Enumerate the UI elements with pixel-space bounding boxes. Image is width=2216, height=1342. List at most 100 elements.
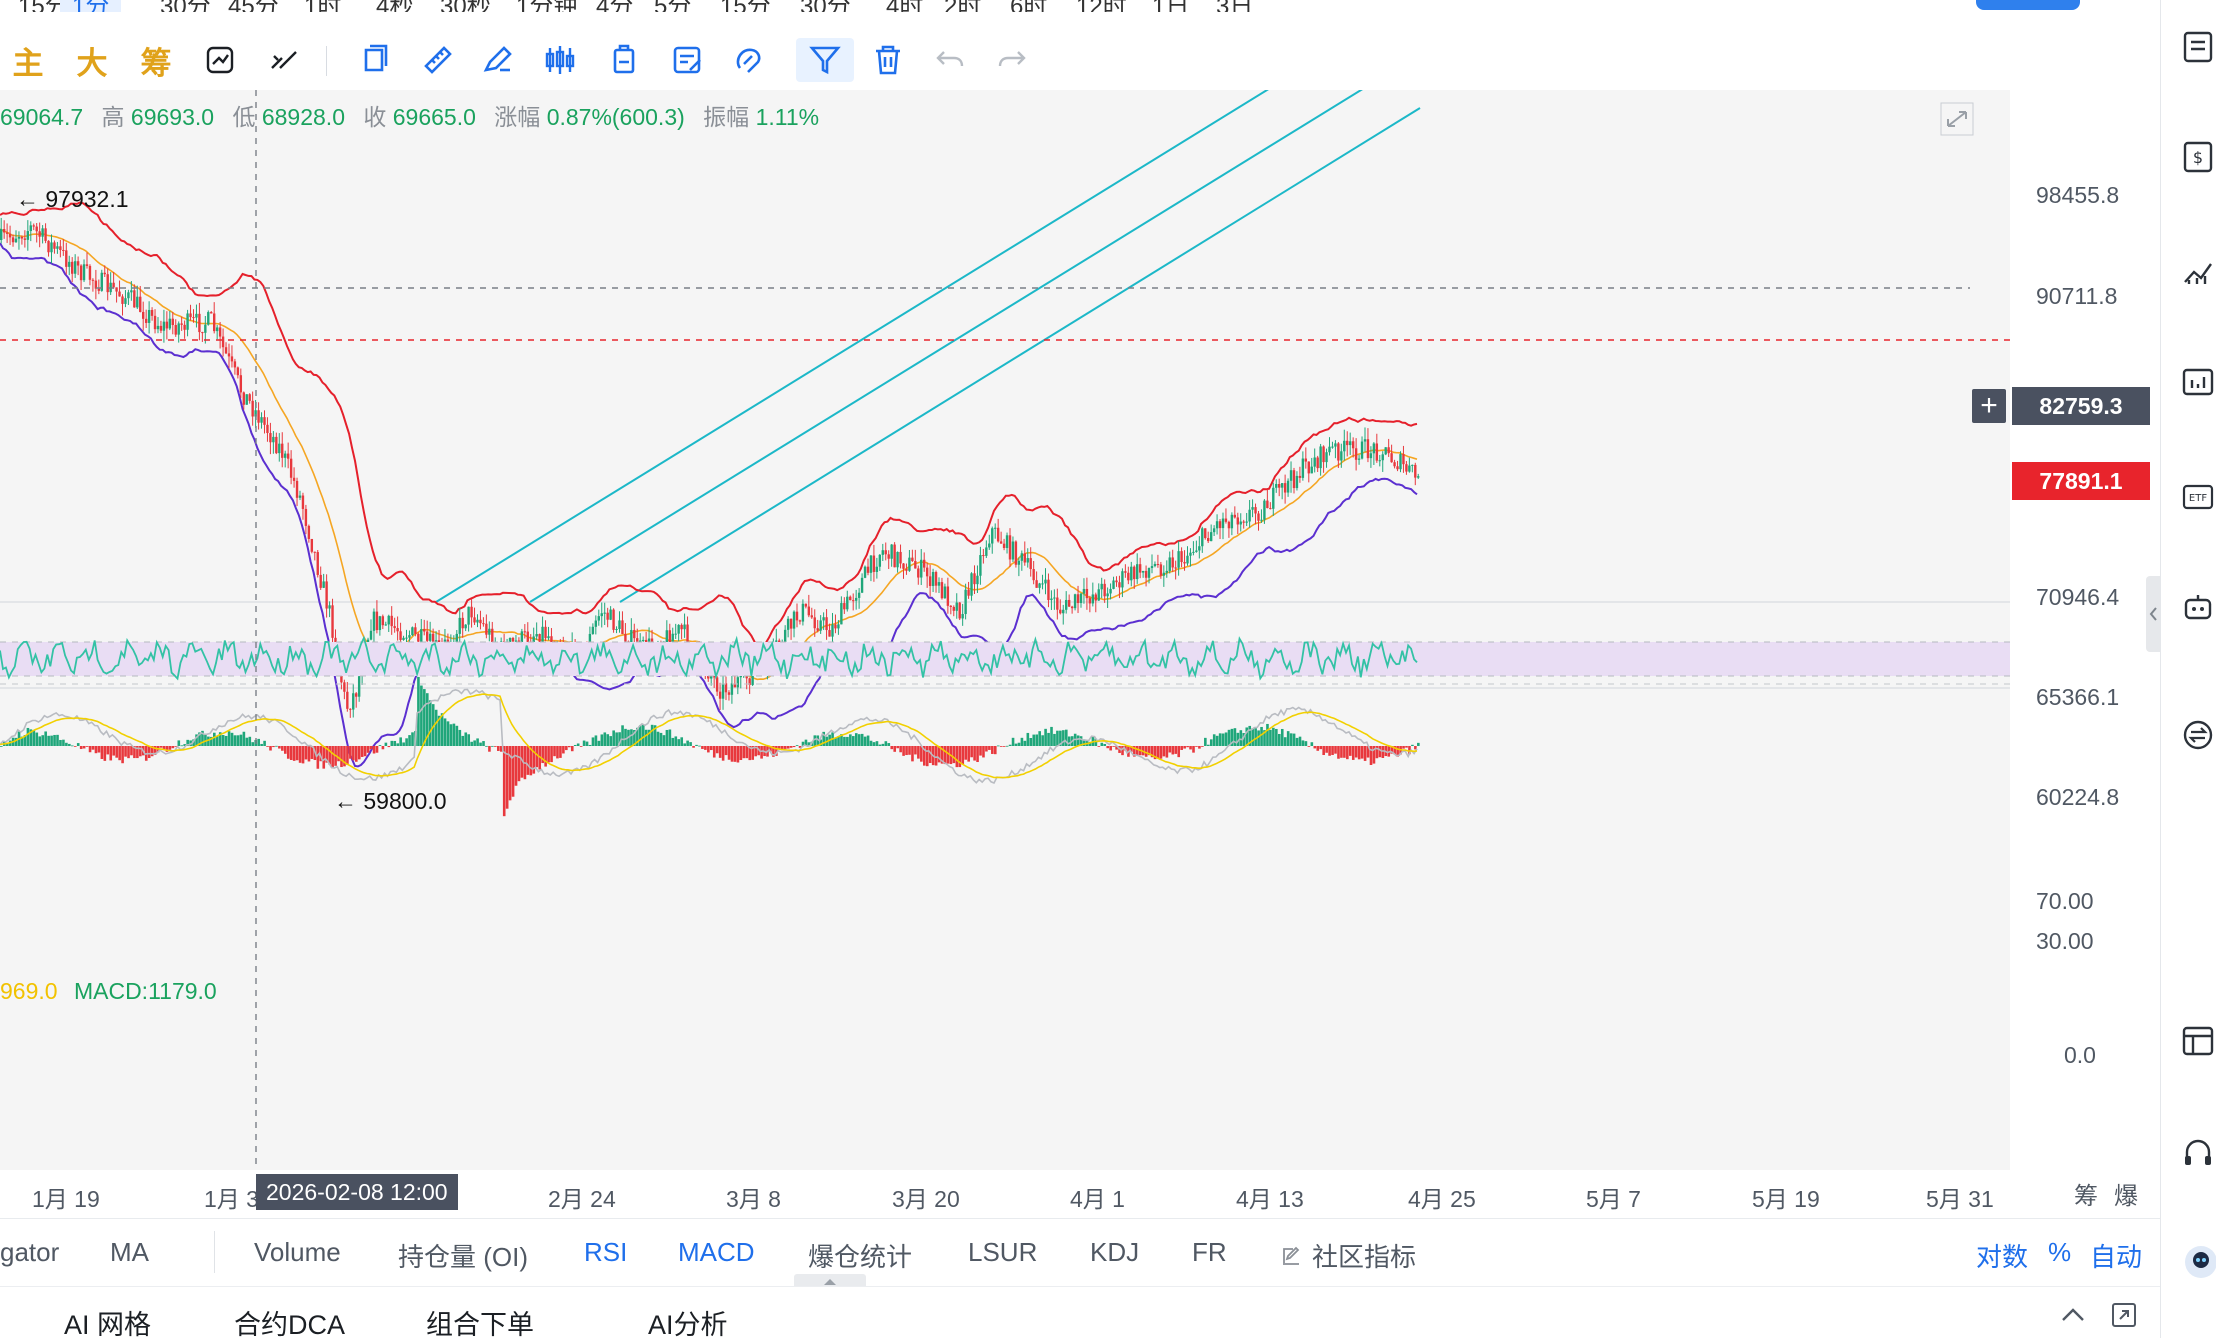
chevron-up-icon[interactable] [2060, 1305, 2086, 1325]
headset-icon[interactable] [2181, 1136, 2215, 1170]
expand-icon[interactable] [1940, 102, 1974, 136]
indicator-tab-lsur[interactable]: LSUR [968, 1237, 1038, 1267]
trash-icon[interactable] [866, 38, 910, 82]
macd-histogram-bar [650, 724, 654, 746]
candle-body [325, 581, 328, 609]
popout-icon[interactable] [2110, 1301, 2138, 1329]
interval-item[interactable]: 2时 [944, 0, 981, 12]
indicator-tab-volume[interactable]: Volume [254, 1237, 341, 1267]
panel-icon[interactable] [2181, 1024, 2215, 1058]
macd-histogram-bar [671, 737, 675, 746]
chips-toggle[interactable]: 筹 [2074, 1183, 2098, 1210]
indicator-tab-liquidation[interactable]: 爆仓统计 [808, 1242, 913, 1272]
indicator-tab-fr[interactable]: FR [1192, 1237, 1227, 1267]
macd-histogram-bar [5, 743, 9, 746]
macd-histogram-bar [866, 735, 870, 746]
sidebar-collapse-handle[interactable] [2146, 576, 2160, 652]
interval-item[interactable]: 30分 [800, 0, 851, 12]
redo-icon[interactable] [990, 38, 1034, 82]
interval-item[interactable]: 4时 [886, 0, 923, 12]
bar-chart-icon[interactable] [2181, 366, 2215, 400]
candle-body [1298, 475, 1302, 478]
macd-histogram-bar [1366, 746, 1370, 758]
scale-auto-toggle[interactable]: 自动 [2090, 1242, 2143, 1272]
interval-item-active[interactable]: 1分 [60, 0, 122, 12]
avatar-icon[interactable] [2181, 1244, 2216, 1280]
filter-icon[interactable] [796, 38, 854, 82]
candle-body [14, 238, 18, 243]
interval-item[interactable]: 30秒 [440, 0, 491, 12]
undo-icon[interactable] [928, 38, 972, 82]
ai-grid-tab[interactable]: AI 网格 [64, 1310, 152, 1340]
top-action-pill[interactable] [1976, 0, 2080, 10]
kline-chart[interactable] [0, 90, 2010, 1170]
indicator-tab-oi[interactable]: 持仓量 (OI) [398, 1242, 528, 1272]
candle-body [1204, 528, 1207, 539]
dollar-doc-icon[interactable]: $ [2181, 140, 2215, 174]
indicator-tab-rsi[interactable]: RSI [584, 1237, 628, 1267]
interval-item[interactable]: 1时 [304, 0, 341, 12]
interval-item[interactable]: 1日 [1152, 0, 1189, 12]
candle-body [405, 637, 408, 639]
candle-body [372, 611, 376, 631]
candle-body [1159, 564, 1163, 576]
macd-histogram-bar [210, 736, 213, 746]
interval-item[interactable]: 1分钟 [516, 0, 577, 12]
magnet-icon[interactable] [728, 38, 772, 82]
candle-body [118, 291, 121, 297]
candle-pattern-icon[interactable] [538, 38, 582, 82]
rect-select-icon[interactable] [354, 38, 398, 82]
macd-histogram-bar [748, 746, 752, 761]
interval-item[interactable]: 4秒 [376, 0, 413, 12]
ai-analysis-tab[interactable]: AI分析 [648, 1310, 728, 1340]
interval-item[interactable]: 15分 [18, 0, 69, 12]
interval-item[interactable]: 6时 [1010, 0, 1047, 12]
notes-icon[interactable] [666, 38, 710, 82]
macd-histogram-bar [230, 732, 234, 746]
candle-body [97, 288, 101, 291]
doc-icon[interactable] [2181, 30, 2215, 64]
main-indicator-button[interactable]: 主 [12, 45, 44, 81]
contract-dca-tab[interactable]: 合约DCA [234, 1310, 346, 1340]
candle-body [133, 290, 136, 308]
etf-icon[interactable]: ETF [2181, 480, 2215, 514]
robot-icon[interactable] [2181, 590, 2215, 624]
parallel-channel-drawing[interactable] [435, 90, 1421, 603]
interval-item[interactable]: 45分 [228, 0, 279, 12]
indicator-tab-macd[interactable]: MACD [678, 1237, 755, 1267]
pane-resize-grip[interactable] [794, 1274, 866, 1286]
interval-item[interactable]: 3日 [1216, 0, 1253, 12]
liquidation-toggle[interactable]: 爆 [2114, 1183, 2138, 1210]
chips-button[interactable]: 筹 [140, 45, 172, 81]
indicator-tab-gator[interactable]: gator [0, 1237, 60, 1267]
indicator-tab-community[interactable]: 社区指标 [1280, 1237, 1416, 1274]
interval-item[interactable]: 12时 [1076, 0, 1127, 12]
candle-body [1133, 566, 1136, 580]
indicator-tab-ma[interactable]: MA [110, 1237, 149, 1267]
candle-body [1144, 570, 1148, 578]
crosshair-line-icon[interactable] [262, 38, 306, 82]
interval-item[interactable]: 15分 [720, 0, 771, 12]
exchange-icon[interactable] [2181, 718, 2215, 752]
layers-icon[interactable] [602, 38, 646, 82]
indicator-tab-kdj[interactable]: KDJ [1090, 1237, 1140, 1267]
add-alert-button[interactable]: + [1972, 389, 2006, 423]
big-order-button[interactable]: 大 [76, 45, 108, 81]
indicator-icon[interactable] [198, 38, 242, 82]
interval-item[interactable]: 30分 [160, 0, 211, 12]
chart-up-icon[interactable] [2181, 254, 2215, 288]
scale-percent-toggle[interactable]: % [2048, 1237, 2072, 1267]
interval-item[interactable]: 5分 [654, 0, 691, 12]
macd-histogram-bar [20, 736, 24, 746]
macd-histogram-bar [772, 746, 775, 757]
macd-histogram-bar [745, 746, 749, 759]
macd-histogram-bar [369, 746, 373, 750]
ruler-icon[interactable] [416, 38, 460, 82]
candle-body [1124, 571, 1127, 573]
brush-icon[interactable] [476, 38, 520, 82]
candle-body [221, 336, 225, 348]
macd-histogram-bar [76, 743, 80, 746]
combo-order-tab[interactable]: 组合下单 [426, 1310, 534, 1340]
interval-item[interactable]: 4分 [596, 0, 633, 12]
scale-log-toggle[interactable]: 对数 [1976, 1242, 2029, 1272]
